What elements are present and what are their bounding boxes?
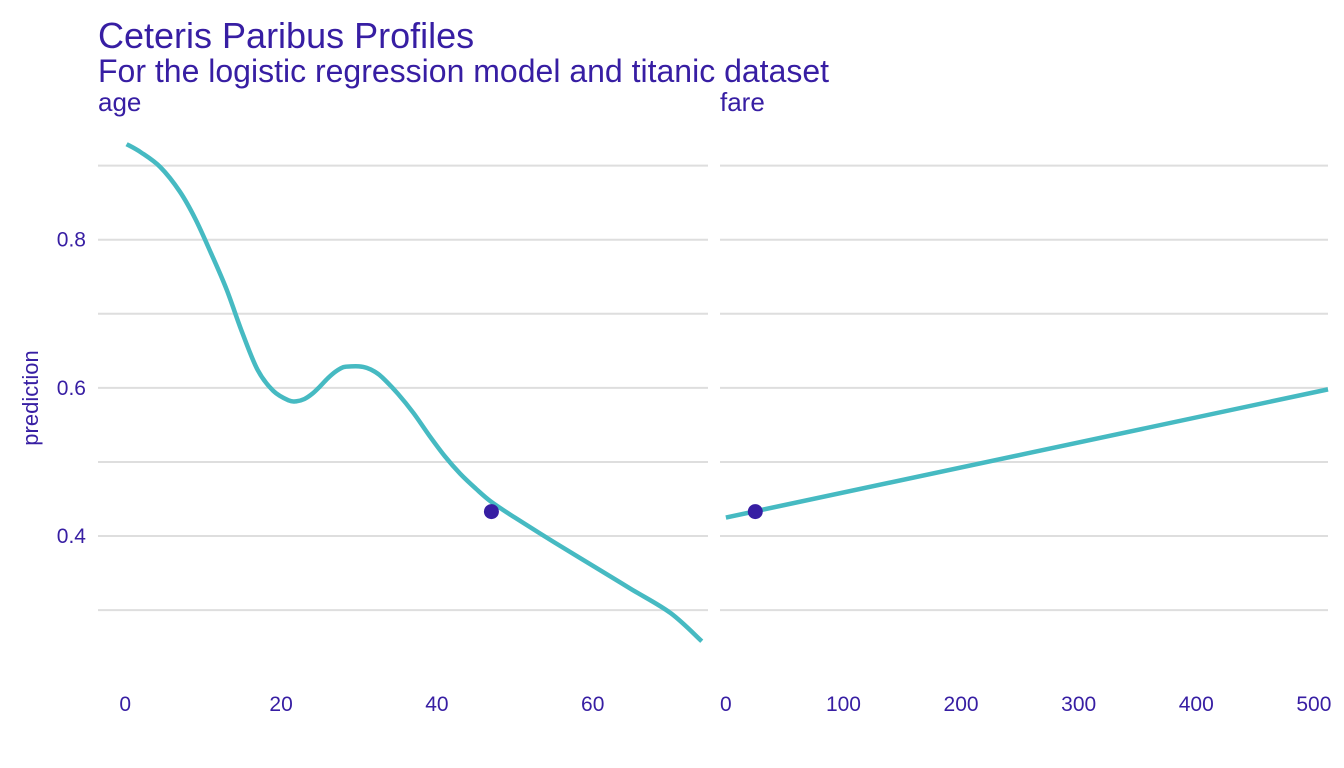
facet-label: age: [98, 87, 141, 117]
y-tick-label: 0.6: [57, 377, 86, 400]
x-tick-label: 200: [944, 693, 979, 716]
x-tick-label: 20: [269, 693, 292, 716]
x-tick-label: 100: [826, 693, 861, 716]
y-tick-label: 0.4: [57, 525, 87, 548]
x-tick-label: 60: [581, 693, 604, 716]
profile-line: [725, 387, 1329, 520]
x-tick-label: 300: [1061, 693, 1096, 716]
facet-panels: age 0 20 40 60 0.4 0.6 0.8 fare 0 100 200 300 400 500: [57, 87, 1332, 716]
profile-line: [125, 142, 704, 643]
x-tick-label: 500: [1296, 693, 1331, 716]
x-tick-label: 0: [119, 693, 131, 716]
chart-subtitle: For the logistic regression model and ti…: [98, 53, 829, 89]
x-tick-label: 400: [1179, 693, 1214, 716]
x-tick-label: 40: [425, 693, 448, 716]
facet-panel-fare: fare 0 100 200 300 400 500: [720, 87, 1331, 716]
y-tick-label: 0.8: [57, 229, 86, 252]
chart-title: Ceteris Paribus Profiles: [98, 15, 474, 56]
facet-panel-age: age 0 20 40 60 0.4 0.6 0.8: [57, 87, 708, 716]
y-axis-title: prediction: [18, 350, 43, 445]
observation-point: [483, 504, 499, 520]
x-tick-label: 0: [720, 693, 732, 716]
observation-point: [747, 504, 763, 520]
facet-label: fare: [720, 87, 765, 117]
